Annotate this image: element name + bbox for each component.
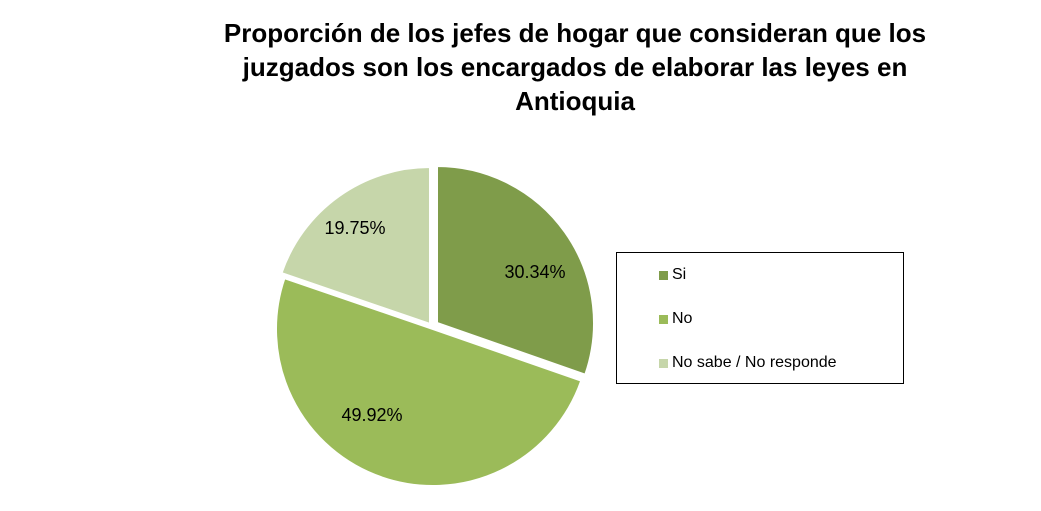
legend-item-no-sabe: No sabe / No responde <box>659 354 837 372</box>
data-label: 19.75% <box>324 218 385 238</box>
legend: Si No No sabe / No responde <box>616 252 904 384</box>
legend-label: No sabe / No responde <box>672 354 837 371</box>
legend-label: Si <box>672 266 687 283</box>
slice-no <box>275 276 583 487</box>
legend-item-si: Si <box>659 266 686 284</box>
legend-swatch <box>659 270 668 280</box>
pie-data-labels: 30.34% 49.92% 19.75% <box>324 218 565 425</box>
legend-label: No <box>672 310 693 327</box>
data-label: 30.34% <box>504 262 565 282</box>
legend-swatch <box>659 314 668 324</box>
slice-no-sabe <box>280 165 431 326</box>
legend-swatch <box>659 358 668 368</box>
chart-title: Proporción de los jefes de hogar que con… <box>223 18 927 116</box>
legend-item-no: No <box>659 310 692 328</box>
slice-si <box>436 164 595 376</box>
data-label: 49.92% <box>341 405 402 425</box>
pie-slices <box>275 164 595 487</box>
